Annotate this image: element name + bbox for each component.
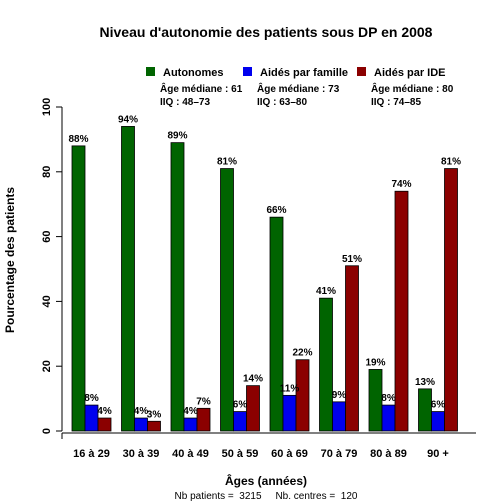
legend-median: Âge médiane : 61 xyxy=(160,82,243,95)
footer-note: Nb patients = 3215 Nb. centres = 120 xyxy=(175,491,358,502)
bar xyxy=(431,411,445,432)
data-label: 6% xyxy=(233,400,248,411)
bar xyxy=(196,407,211,432)
y-tick-label: 40 xyxy=(41,295,53,307)
x-axis-label: Âges (années) xyxy=(225,473,307,488)
data-label: 66% xyxy=(266,205,286,216)
x-tick-label: 80 à 89 xyxy=(370,448,407,460)
bar xyxy=(368,369,383,432)
x-tick-label: 70 à 79 xyxy=(321,448,358,460)
bar xyxy=(246,385,260,432)
legend-swatch xyxy=(357,67,366,76)
y-tick-label: 0 xyxy=(41,428,53,434)
data-label: 7% xyxy=(196,396,211,407)
x-tick-label: 50 à 59 xyxy=(222,448,259,460)
x-tick-label: 60 à 69 xyxy=(271,448,308,460)
legend-swatch xyxy=(243,67,252,76)
legend-iqr: IIQ : 63–80 xyxy=(257,97,307,108)
bar xyxy=(394,190,409,432)
data-label: 74% xyxy=(391,179,411,190)
y-axis-label: Pourcentage des patients xyxy=(3,187,17,333)
data-label: 81% xyxy=(441,157,461,168)
data-label: 41% xyxy=(316,286,336,297)
bar xyxy=(121,126,135,432)
bar xyxy=(269,216,284,432)
chart-title: Niveau d'autonomie des patients sous DP … xyxy=(100,24,433,40)
bar xyxy=(282,394,297,432)
data-label: 9% xyxy=(332,390,347,401)
legend-entry: Aidés par famille xyxy=(260,67,348,79)
data-labels: 88% 94% 89% 81% 66% 41% 19% 13% 8% 4% 4% 6% 11% 9% 8% 6… xyxy=(68,114,461,420)
bar xyxy=(233,411,247,432)
legend-median: Âge médiane : 80 xyxy=(371,82,454,95)
x-tick-label: 90 + xyxy=(427,448,449,460)
data-label: 13% xyxy=(415,377,435,388)
bars xyxy=(71,126,458,432)
data-label: 4% xyxy=(97,406,112,417)
data-label: 19% xyxy=(365,357,385,368)
y-tick-label: 20 xyxy=(41,360,53,372)
data-label: 6% xyxy=(431,400,446,411)
data-label: 94% xyxy=(118,114,138,125)
bar xyxy=(71,145,86,432)
bar xyxy=(170,142,185,432)
data-label: 4% xyxy=(183,406,198,417)
y-tick-label: 80 xyxy=(41,166,53,178)
data-label: 81% xyxy=(217,157,237,168)
data-label: 22% xyxy=(292,348,312,359)
data-label: 8% xyxy=(84,393,99,404)
data-label: 8% xyxy=(381,393,396,404)
legend-iqr: IIQ : 74–85 xyxy=(371,97,421,108)
x-tick-label: 40 à 49 xyxy=(172,448,209,460)
data-label: 89% xyxy=(167,131,187,142)
bar xyxy=(134,417,148,432)
data-label: 88% xyxy=(68,134,88,145)
data-label: 51% xyxy=(342,254,362,265)
legend-swatch xyxy=(146,67,155,76)
data-label: 11% xyxy=(280,383,300,394)
y-tick-label: 60 xyxy=(41,230,53,242)
bar xyxy=(381,404,396,432)
legend-median: Âge médiane : 73 xyxy=(257,82,340,95)
bar xyxy=(147,420,161,432)
bar xyxy=(97,417,112,432)
legend-iqr: IIQ : 48–73 xyxy=(160,97,210,108)
bar xyxy=(332,401,346,432)
legend: Autonomes Âge médiane : 61 IIQ : 48–73 Aidé… xyxy=(146,67,454,108)
bar xyxy=(345,265,359,432)
bar xyxy=(418,388,432,432)
legend-entry: Autonomes xyxy=(163,67,224,79)
bar xyxy=(220,168,234,432)
y-axis: 0 20 40 60 80 100 xyxy=(41,98,63,434)
data-label: 4% xyxy=(134,406,149,417)
bar xyxy=(319,297,333,432)
bar xyxy=(183,417,198,432)
data-label: 14% xyxy=(243,374,263,385)
data-label: 3% xyxy=(147,409,162,420)
bar xyxy=(444,168,458,432)
y-tick-label: 100 xyxy=(41,98,53,116)
x-tick-label: 16 à 29 xyxy=(73,448,110,460)
bar xyxy=(84,404,99,432)
x-tick-label: 30 à 39 xyxy=(123,448,160,460)
legend-entry: Aidés par IDE xyxy=(374,67,446,79)
x-axis: 16 à 29 30 à 39 40 à 49 50 à 59 60 à 69 70 à … xyxy=(61,432,476,460)
bar xyxy=(295,359,310,432)
